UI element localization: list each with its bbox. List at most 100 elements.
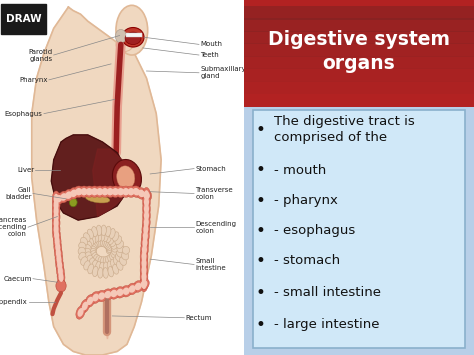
Ellipse shape (104, 239, 110, 248)
Ellipse shape (54, 239, 62, 255)
Ellipse shape (56, 280, 66, 292)
Ellipse shape (76, 306, 85, 319)
Ellipse shape (57, 269, 65, 285)
Ellipse shape (111, 247, 119, 255)
Ellipse shape (79, 186, 90, 197)
Ellipse shape (96, 188, 103, 195)
Ellipse shape (109, 229, 115, 239)
Text: •: • (255, 121, 265, 138)
Ellipse shape (96, 231, 101, 241)
Ellipse shape (55, 245, 62, 261)
Ellipse shape (55, 251, 63, 267)
Ellipse shape (116, 5, 148, 55)
Ellipse shape (64, 189, 74, 201)
FancyBboxPatch shape (244, 43, 474, 57)
Ellipse shape (140, 249, 148, 264)
Ellipse shape (90, 251, 97, 259)
Ellipse shape (112, 264, 118, 274)
Ellipse shape (122, 188, 129, 195)
FancyBboxPatch shape (244, 0, 474, 106)
Ellipse shape (89, 258, 95, 267)
Ellipse shape (107, 261, 113, 271)
Ellipse shape (56, 263, 64, 279)
Ellipse shape (96, 262, 101, 272)
Ellipse shape (82, 302, 88, 311)
Text: DRAW: DRAW (6, 13, 42, 24)
Text: Gall
bladder: Gall bladder (5, 187, 32, 200)
Ellipse shape (86, 255, 93, 264)
Ellipse shape (91, 291, 101, 304)
Ellipse shape (141, 265, 146, 275)
Ellipse shape (143, 191, 150, 199)
FancyBboxPatch shape (244, 6, 474, 20)
FancyBboxPatch shape (244, 31, 474, 44)
FancyBboxPatch shape (244, 68, 474, 82)
Text: Parotid
glands: Parotid glands (28, 49, 53, 61)
Ellipse shape (143, 224, 148, 234)
Ellipse shape (91, 188, 98, 195)
Ellipse shape (141, 235, 149, 251)
Ellipse shape (131, 186, 142, 197)
Ellipse shape (83, 248, 91, 256)
Ellipse shape (83, 233, 90, 242)
Text: - large intestine: - large intestine (274, 318, 380, 331)
Ellipse shape (115, 186, 126, 197)
Text: •: • (255, 222, 265, 240)
Ellipse shape (56, 257, 64, 273)
Ellipse shape (103, 268, 109, 278)
Text: - pharynx: - pharynx (274, 194, 338, 207)
Ellipse shape (87, 237, 93, 246)
Ellipse shape (90, 244, 97, 252)
Polygon shape (51, 135, 127, 220)
FancyBboxPatch shape (244, 56, 474, 69)
Ellipse shape (144, 218, 149, 228)
Ellipse shape (119, 257, 127, 266)
Ellipse shape (70, 190, 77, 197)
FancyBboxPatch shape (1, 4, 46, 34)
Text: •: • (255, 192, 265, 209)
Ellipse shape (140, 269, 148, 285)
Ellipse shape (60, 193, 67, 201)
Ellipse shape (85, 241, 92, 249)
Text: - mouth: - mouth (274, 164, 326, 177)
Text: Rectum: Rectum (185, 315, 212, 321)
Ellipse shape (91, 226, 97, 237)
Ellipse shape (55, 236, 60, 246)
Text: Stomach: Stomach (195, 166, 226, 171)
Ellipse shape (90, 234, 96, 244)
Text: Teeth: Teeth (200, 52, 219, 58)
Ellipse shape (94, 186, 105, 197)
Ellipse shape (100, 230, 105, 241)
Ellipse shape (117, 249, 124, 257)
Ellipse shape (144, 197, 149, 207)
Ellipse shape (135, 283, 142, 290)
Ellipse shape (144, 211, 149, 221)
Polygon shape (115, 46, 122, 57)
Text: - stomach: - stomach (274, 255, 340, 267)
Polygon shape (32, 7, 161, 355)
Ellipse shape (108, 235, 114, 245)
Ellipse shape (98, 256, 103, 267)
Ellipse shape (54, 224, 59, 234)
FancyBboxPatch shape (244, 0, 474, 355)
Ellipse shape (85, 195, 110, 203)
Ellipse shape (95, 256, 101, 266)
Ellipse shape (103, 256, 109, 267)
Ellipse shape (101, 188, 109, 195)
Ellipse shape (133, 188, 140, 196)
Ellipse shape (133, 280, 143, 292)
Ellipse shape (91, 253, 98, 262)
Ellipse shape (115, 236, 122, 245)
Ellipse shape (78, 247, 85, 255)
Ellipse shape (89, 186, 100, 197)
Ellipse shape (54, 206, 59, 216)
Text: Descending
colon: Descending colon (195, 221, 236, 234)
Ellipse shape (79, 252, 86, 260)
Ellipse shape (112, 232, 119, 241)
Ellipse shape (52, 215, 60, 231)
Ellipse shape (93, 232, 99, 242)
Ellipse shape (117, 166, 135, 189)
Ellipse shape (101, 236, 107, 247)
Text: Esophagus: Esophagus (5, 111, 43, 116)
Text: The digestive tract is
comprised of the: The digestive tract is comprised of the (274, 115, 415, 144)
